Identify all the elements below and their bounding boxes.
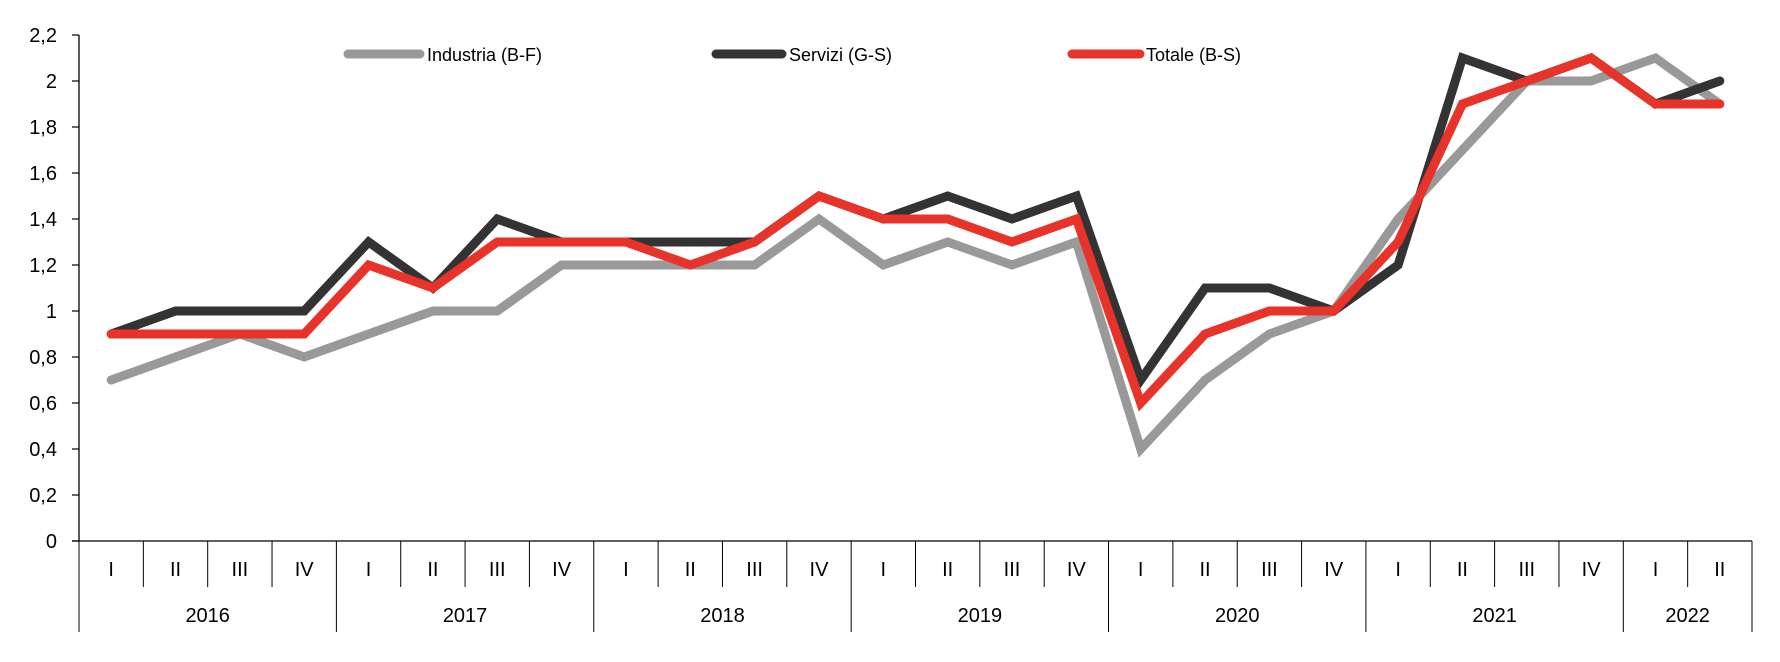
x-quarter-label: II — [427, 559, 438, 581]
x-quarter-label: II — [942, 559, 953, 581]
x-year-label: 2018 — [700, 605, 745, 627]
x-quarter-label: I — [1138, 559, 1144, 581]
x-quarter-label: III — [1518, 559, 1535, 581]
x-year-label: 2021 — [1472, 605, 1517, 627]
x-quarter-label: III — [1261, 559, 1278, 581]
legend: Industria (B-F) Servizi (G-S) Totale (B-… — [343, 45, 1241, 65]
x-quarter-label: III — [489, 559, 506, 581]
x-quarter-label: IV — [1067, 559, 1087, 581]
legend-label-totale: Totale (B-S) — [1146, 45, 1241, 65]
x-quarter-label: I — [366, 559, 372, 581]
y-tick-label: 2,2 — [29, 25, 57, 47]
x-quarter-label: III — [232, 559, 249, 581]
x-quarter-label: I — [108, 559, 114, 581]
x-quarter-label: II — [1199, 559, 1210, 581]
x-quarter-label: I — [1395, 559, 1401, 581]
legend-label-servizi: Servizi (G-S) — [789, 45, 892, 65]
y-tick-label: 2 — [46, 71, 57, 93]
legend-item-industria: Industria (B-F) — [343, 45, 542, 65]
x-quarter-label: IV — [810, 559, 830, 581]
y-tick-label: 0,4 — [29, 439, 57, 461]
legend-item-servizi: Servizi (G-S) — [711, 45, 892, 65]
y-tick-label: 1,4 — [29, 209, 57, 231]
y-tick-label: 0,6 — [29, 393, 57, 415]
series-line-0 — [106, 52, 1725, 458]
x-year-label: 2019 — [958, 605, 1003, 627]
y-tick-label: 0 — [46, 531, 57, 553]
x-quarter-label: IV — [1324, 559, 1344, 581]
y-tick-label: 1,8 — [29, 117, 57, 139]
series-line-2 — [106, 52, 1725, 412]
series-lines — [106, 52, 1725, 458]
x-quarter-label: II — [1714, 559, 1725, 581]
y-tick-label: 1 — [46, 301, 57, 323]
y-tick-label: 0,2 — [29, 485, 57, 507]
y-tick-label: 1,6 — [29, 163, 57, 185]
x-quarter-label: IV — [295, 559, 315, 581]
x-axis: I II III IV I II III IV I II III IV I II III IV I II III IV… — [72, 540, 1753, 632]
x-quarter-label: I — [623, 559, 629, 581]
x-year-label: 2016 — [185, 605, 230, 627]
x-quarter-label: III — [746, 559, 763, 581]
y-tick-label: 1,2 — [29, 255, 57, 277]
x-quarter-label: I — [881, 559, 887, 581]
series-line-1 — [106, 52, 1725, 390]
y-axis: 0 0,2 0,4 0,6 0,8 1 1,2 1,4 1,6 1,8 2 2,2 — [29, 25, 80, 553]
x-quarter-label: IV — [1582, 559, 1602, 581]
x-quarter-label: II — [170, 559, 181, 581]
x-quarter-label: I — [1653, 559, 1659, 581]
x-quarter-label: II — [1457, 559, 1468, 581]
y-tick-label: 0,8 — [29, 347, 57, 369]
x-year-label: 2020 — [1215, 605, 1260, 627]
legend-label-industria: Industria (B-F) — [427, 45, 542, 65]
x-quarter-label: III — [1004, 559, 1021, 581]
x-quarter-label: IV — [552, 559, 572, 581]
x-year-label: 2017 — [443, 605, 488, 627]
x-quarter-label: II — [685, 559, 696, 581]
x-year-label: 2022 — [1665, 605, 1710, 627]
legend-item-totale: Totale (B-S) — [1067, 45, 1241, 65]
